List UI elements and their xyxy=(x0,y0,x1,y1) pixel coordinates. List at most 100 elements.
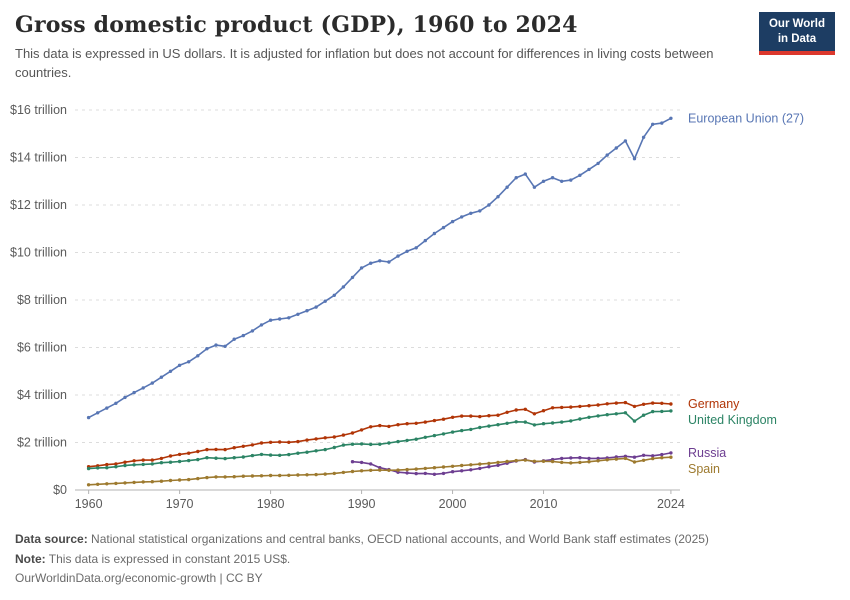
series-point-spain[interactable] xyxy=(341,470,346,475)
series-point-european-union-27[interactable] xyxy=(241,333,245,338)
series-point-germany[interactable] xyxy=(278,440,282,444)
series-point-european-union-27[interactable] xyxy=(250,329,255,333)
series-point-spain[interactable] xyxy=(350,469,355,474)
series-point-germany[interactable] xyxy=(523,407,527,411)
series-point-spain[interactable] xyxy=(469,463,473,467)
series-point-united-kingdom[interactable] xyxy=(596,414,600,418)
series-point-european-union-27[interactable] xyxy=(359,266,364,270)
series-point-united-kingdom[interactable] xyxy=(632,419,637,423)
series-point-european-union-27[interactable] xyxy=(569,178,573,182)
series-point-european-union-27[interactable] xyxy=(469,211,473,215)
series-point-germany[interactable] xyxy=(332,435,336,439)
series-point-germany[interactable] xyxy=(150,458,154,462)
series-point-european-union-27[interactable] xyxy=(405,249,409,253)
series-point-germany[interactable] xyxy=(550,406,555,410)
series-line-germany[interactable] xyxy=(87,401,672,468)
series-point-spain[interactable] xyxy=(651,456,655,461)
series-point-european-union-27[interactable] xyxy=(96,411,100,415)
series-point-european-union-27[interactable] xyxy=(441,225,446,230)
series-point-european-union-27[interactable] xyxy=(587,167,591,172)
series-point-germany[interactable] xyxy=(605,402,609,406)
series-point-european-union-27[interactable] xyxy=(532,185,537,189)
series-point-germany[interactable] xyxy=(305,438,309,442)
series-point-germany[interactable] xyxy=(132,459,136,463)
series-point-spain[interactable] xyxy=(86,483,91,487)
series-point-european-union-27[interactable] xyxy=(268,318,273,322)
series-point-germany[interactable] xyxy=(141,458,145,462)
series-point-european-union-27[interactable] xyxy=(341,285,346,289)
series-point-european-union-27[interactable] xyxy=(214,343,218,347)
series-point-russia[interactable] xyxy=(651,454,655,458)
series-point-spain[interactable] xyxy=(396,468,400,472)
series-point-spain[interactable] xyxy=(287,473,291,477)
series-point-united-kingdom[interactable] xyxy=(478,425,482,430)
series-point-spain[interactable] xyxy=(323,472,327,476)
series-point-spain[interactable] xyxy=(623,456,628,461)
series-point-germany[interactable] xyxy=(414,421,418,425)
series-point-russia[interactable] xyxy=(432,472,437,476)
series-point-spain[interactable] xyxy=(205,475,209,480)
series-point-spain[interactable] xyxy=(541,459,546,463)
series-point-russia[interactable] xyxy=(669,451,673,455)
series-point-germany[interactable] xyxy=(460,414,464,418)
series-point-germany[interactable] xyxy=(387,424,391,429)
series-point-germany[interactable] xyxy=(232,446,236,450)
series-point-united-kingdom[interactable] xyxy=(287,452,291,457)
series-point-germany[interactable] xyxy=(205,447,209,452)
series-point-united-kingdom[interactable] xyxy=(623,411,628,415)
series-point-united-kingdom[interactable] xyxy=(514,420,518,424)
series-point-russia[interactable] xyxy=(423,471,427,476)
series-line-russia[interactable] xyxy=(351,452,672,476)
series-line-united-kingdom[interactable] xyxy=(87,410,672,470)
series-point-spain[interactable] xyxy=(423,466,427,471)
series-point-spain[interactable] xyxy=(587,460,591,464)
series-point-european-union-27[interactable] xyxy=(641,135,646,139)
series-point-germany[interactable] xyxy=(350,431,355,435)
series-point-united-kingdom[interactable] xyxy=(123,463,127,468)
series-point-germany[interactable] xyxy=(405,422,409,426)
series-point-germany[interactable] xyxy=(159,456,164,461)
series-point-united-kingdom[interactable] xyxy=(150,462,154,466)
series-point-spain[interactable] xyxy=(259,474,264,478)
series-point-germany[interactable] xyxy=(268,440,273,444)
series-point-european-union-27[interactable] xyxy=(132,390,136,395)
series-point-european-union-27[interactable] xyxy=(632,157,637,161)
series-point-united-kingdom[interactable] xyxy=(405,438,409,443)
footer-link[interactable]: OurWorldinData.org/economic-growth | CC … xyxy=(15,570,263,585)
series-point-european-union-27[interactable] xyxy=(505,185,509,189)
series-point-united-kingdom[interactable] xyxy=(232,456,236,460)
series-point-united-kingdom[interactable] xyxy=(114,465,118,469)
series-point-european-union-27[interactable] xyxy=(350,275,355,280)
series-point-germany[interactable] xyxy=(487,414,491,418)
series-point-european-union-27[interactable] xyxy=(423,238,427,243)
series-point-united-kingdom[interactable] xyxy=(132,463,136,467)
series-point-spain[interactable] xyxy=(405,467,409,472)
series-point-united-kingdom[interactable] xyxy=(469,427,473,432)
series-point-united-kingdom[interactable] xyxy=(587,415,591,419)
series-point-european-union-27[interactable] xyxy=(378,259,382,263)
series-point-united-kingdom[interactable] xyxy=(259,452,264,457)
series-point-germany[interactable] xyxy=(614,401,618,405)
series-point-united-kingdom[interactable] xyxy=(414,437,418,441)
series-point-spain[interactable] xyxy=(487,461,491,466)
series-point-russia[interactable] xyxy=(560,456,564,461)
series-point-european-union-27[interactable] xyxy=(460,215,464,219)
series-point-united-kingdom[interactable] xyxy=(350,442,355,446)
series-point-germany[interactable] xyxy=(560,405,564,410)
series-point-spain[interactable] xyxy=(578,460,582,465)
series-point-spain[interactable] xyxy=(268,473,273,478)
series-point-united-kingdom[interactable] xyxy=(105,466,109,470)
series-point-united-kingdom[interactable] xyxy=(96,466,100,470)
series-point-european-union-27[interactable] xyxy=(141,386,145,390)
series-point-spain[interactable] xyxy=(441,465,446,469)
series-point-germany[interactable] xyxy=(250,443,255,447)
series-point-germany[interactable] xyxy=(441,417,446,421)
series-point-united-kingdom[interactable] xyxy=(196,457,200,462)
series-point-united-kingdom[interactable] xyxy=(314,449,318,453)
series-point-european-union-27[interactable] xyxy=(332,293,336,297)
series-point-germany[interactable] xyxy=(532,412,537,416)
series-point-russia[interactable] xyxy=(378,466,382,470)
series-point-germany[interactable] xyxy=(314,437,318,441)
series-point-united-kingdom[interactable] xyxy=(159,461,164,465)
series-point-european-union-27[interactable] xyxy=(496,195,500,199)
